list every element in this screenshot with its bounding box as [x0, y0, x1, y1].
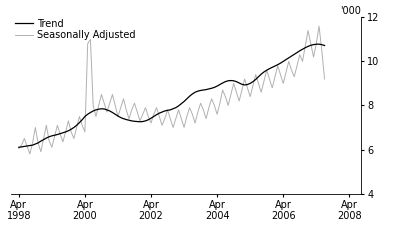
Legend: Trend, Seasonally Adjusted: Trend, Seasonally Adjusted [15, 19, 135, 40]
Text: '000: '000 [340, 5, 361, 15]
